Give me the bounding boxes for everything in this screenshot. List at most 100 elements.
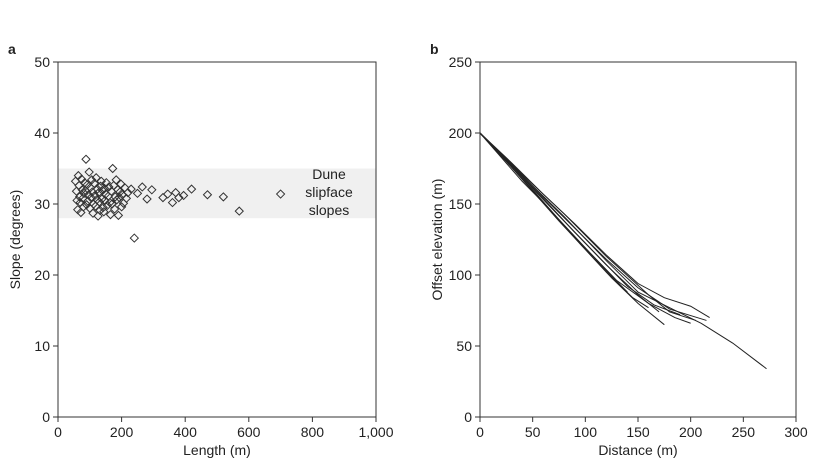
data-point [98,202,108,213]
data-point [88,208,98,218]
data-point [137,182,147,192]
data-point [142,194,152,204]
data-point [96,176,106,186]
x-tick-label: 400 [174,424,198,440]
data-point [84,167,94,177]
data-point [178,190,189,201]
panel-a-y-axis-label: Slope (degrees) [7,190,23,290]
data-point [83,196,93,206]
data-point [99,207,109,217]
profile-line [479,132,697,321]
data-point [167,197,178,208]
panel-b-ticks: 0 50 100 150 200 250 300 0 50 100 150 200 250 [449,54,808,440]
panel-b-x-axis-label: Distance (m) [598,442,677,458]
y-tick-label: 250 [449,54,473,70]
data-point [202,190,213,200]
data-point [101,177,112,188]
x-tick-label: 0 [476,424,484,440]
data-point [107,163,118,174]
data-point [91,173,101,183]
panel-a-ticks: 0 200 400 600 800 1,000 0 10 20 30 40 50 [34,54,393,440]
elevation-profile-lines [479,132,767,370]
data-point [147,185,157,195]
profile-line [479,132,691,324]
y-tick-label: 10 [34,338,50,354]
data-point [89,178,99,189]
data-point [94,197,105,207]
y-tick-label: 40 [34,125,50,141]
data-point [99,183,110,194]
data-point [218,192,229,202]
data-point [111,175,121,185]
x-tick-label: 600 [237,424,261,440]
scatter-points [70,154,286,243]
data-point [186,184,197,194]
data-point [102,200,112,211]
data-point [86,192,96,203]
x-tick-label: 50 [525,424,541,440]
data-point [114,192,125,203]
x-tick-label: 300 [784,424,808,440]
y-tick-label: 0 [464,409,472,425]
data-point [90,190,100,201]
data-point [116,202,127,212]
data-point [93,187,104,198]
y-tick-label: 20 [34,267,50,283]
x-tick-label: 150 [626,424,650,440]
data-point [105,209,116,220]
slipface-band-label: slopes [309,202,349,218]
y-tick-label: 50 [34,54,50,70]
data-point [121,193,132,204]
panel-b-label: b [430,41,439,57]
data-point [105,197,115,208]
y-tick-label: 50 [456,338,472,354]
y-tick-label: 0 [42,409,50,425]
profile-line [479,132,707,321]
data-point [234,206,244,216]
x-tick-label: 200 [679,424,703,440]
y-tick-label: 150 [449,196,473,212]
data-point [78,202,89,212]
b-plot-frame [479,61,797,418]
panel-a-x-axis-label: Length (m) [183,442,251,458]
data-point [123,187,133,198]
panel-a-axes [57,61,377,418]
y-tick-label: 200 [449,125,473,141]
x-tick-label: 200 [110,424,134,440]
panel-a-label: a [8,41,16,57]
data-point [109,204,120,214]
y-tick-label: 30 [34,196,50,212]
data-point [93,211,103,221]
data-point [78,193,88,204]
data-point [77,185,87,195]
data-point [112,195,122,205]
data-point [81,154,91,164]
profile-line [479,132,681,316]
data-point [132,188,143,199]
x-tick-label: 100 [574,424,598,440]
panel-b-profiles: b 0 50 100 150 200 250 300 0 50 100 150 200 250 Dist… [429,41,808,458]
data-point [97,194,107,204]
x-tick-label: 800 [301,424,325,440]
data-point [113,210,124,221]
data-point [87,175,97,185]
data-point [104,182,114,192]
a-plot-frame [57,61,377,418]
y-tick-label: 100 [449,267,473,283]
panel-b-axes [479,61,797,418]
slipface-band-label: slipface [305,184,353,200]
data-point [174,192,184,203]
data-point [92,184,103,194]
x-tick-label: 1,000 [358,424,393,440]
x-tick-label: 250 [732,424,756,440]
profile-line [479,132,767,370]
data-point [126,184,136,194]
data-point [129,233,140,243]
panel-b-y-axis-label: Offset elevation (m) [429,179,445,301]
data-point [275,189,286,199]
data-point [163,189,173,199]
profile-line [479,132,710,319]
slipface-band-label: Dune [312,166,346,182]
